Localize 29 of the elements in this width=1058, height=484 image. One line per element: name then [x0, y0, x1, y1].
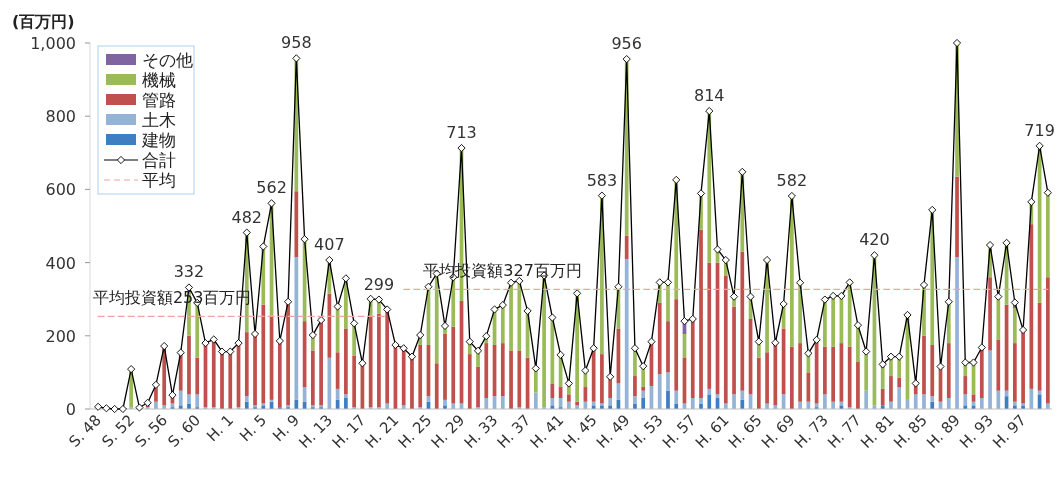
data-label: 814	[693, 86, 725, 106]
legend-label: その他	[142, 50, 193, 70]
y-tick-label: 600	[45, 180, 76, 200]
data-label: 713	[446, 123, 477, 143]
data-label: 719	[1024, 120, 1055, 140]
y-tick-label: 0	[65, 400, 76, 419]
data-label: 299	[363, 274, 395, 294]
y-tick-label: 400	[45, 253, 76, 273]
legend-label: 建物	[141, 130, 176, 150]
y-tick-label: 800	[45, 107, 76, 127]
legend-label: 平均	[142, 170, 176, 190]
x-tick-label: H. 5	[236, 411, 271, 446]
x-tick-label: H. 1	[203, 411, 238, 446]
y-axis-title: (百万円)	[12, 12, 75, 31]
data-label: 332	[173, 262, 205, 282]
data-label: 956	[611, 34, 642, 54]
legend-label: 管路	[142, 90, 176, 110]
legend-label: 合計	[142, 150, 176, 170]
data-label: 582	[776, 170, 808, 190]
data-label: 562	[256, 178, 287, 198]
y-tick-label: 1,000	[30, 34, 76, 53]
data-label: 958	[281, 33, 312, 53]
data-label: 420	[859, 230, 890, 250]
legend-label: 機械	[142, 70, 176, 90]
data-label: 407	[314, 235, 345, 255]
y-tick-label: 200	[45, 326, 76, 346]
legend-label: 土木	[142, 110, 176, 130]
data-label: 583	[586, 170, 618, 190]
data-label: 482	[231, 207, 263, 227]
